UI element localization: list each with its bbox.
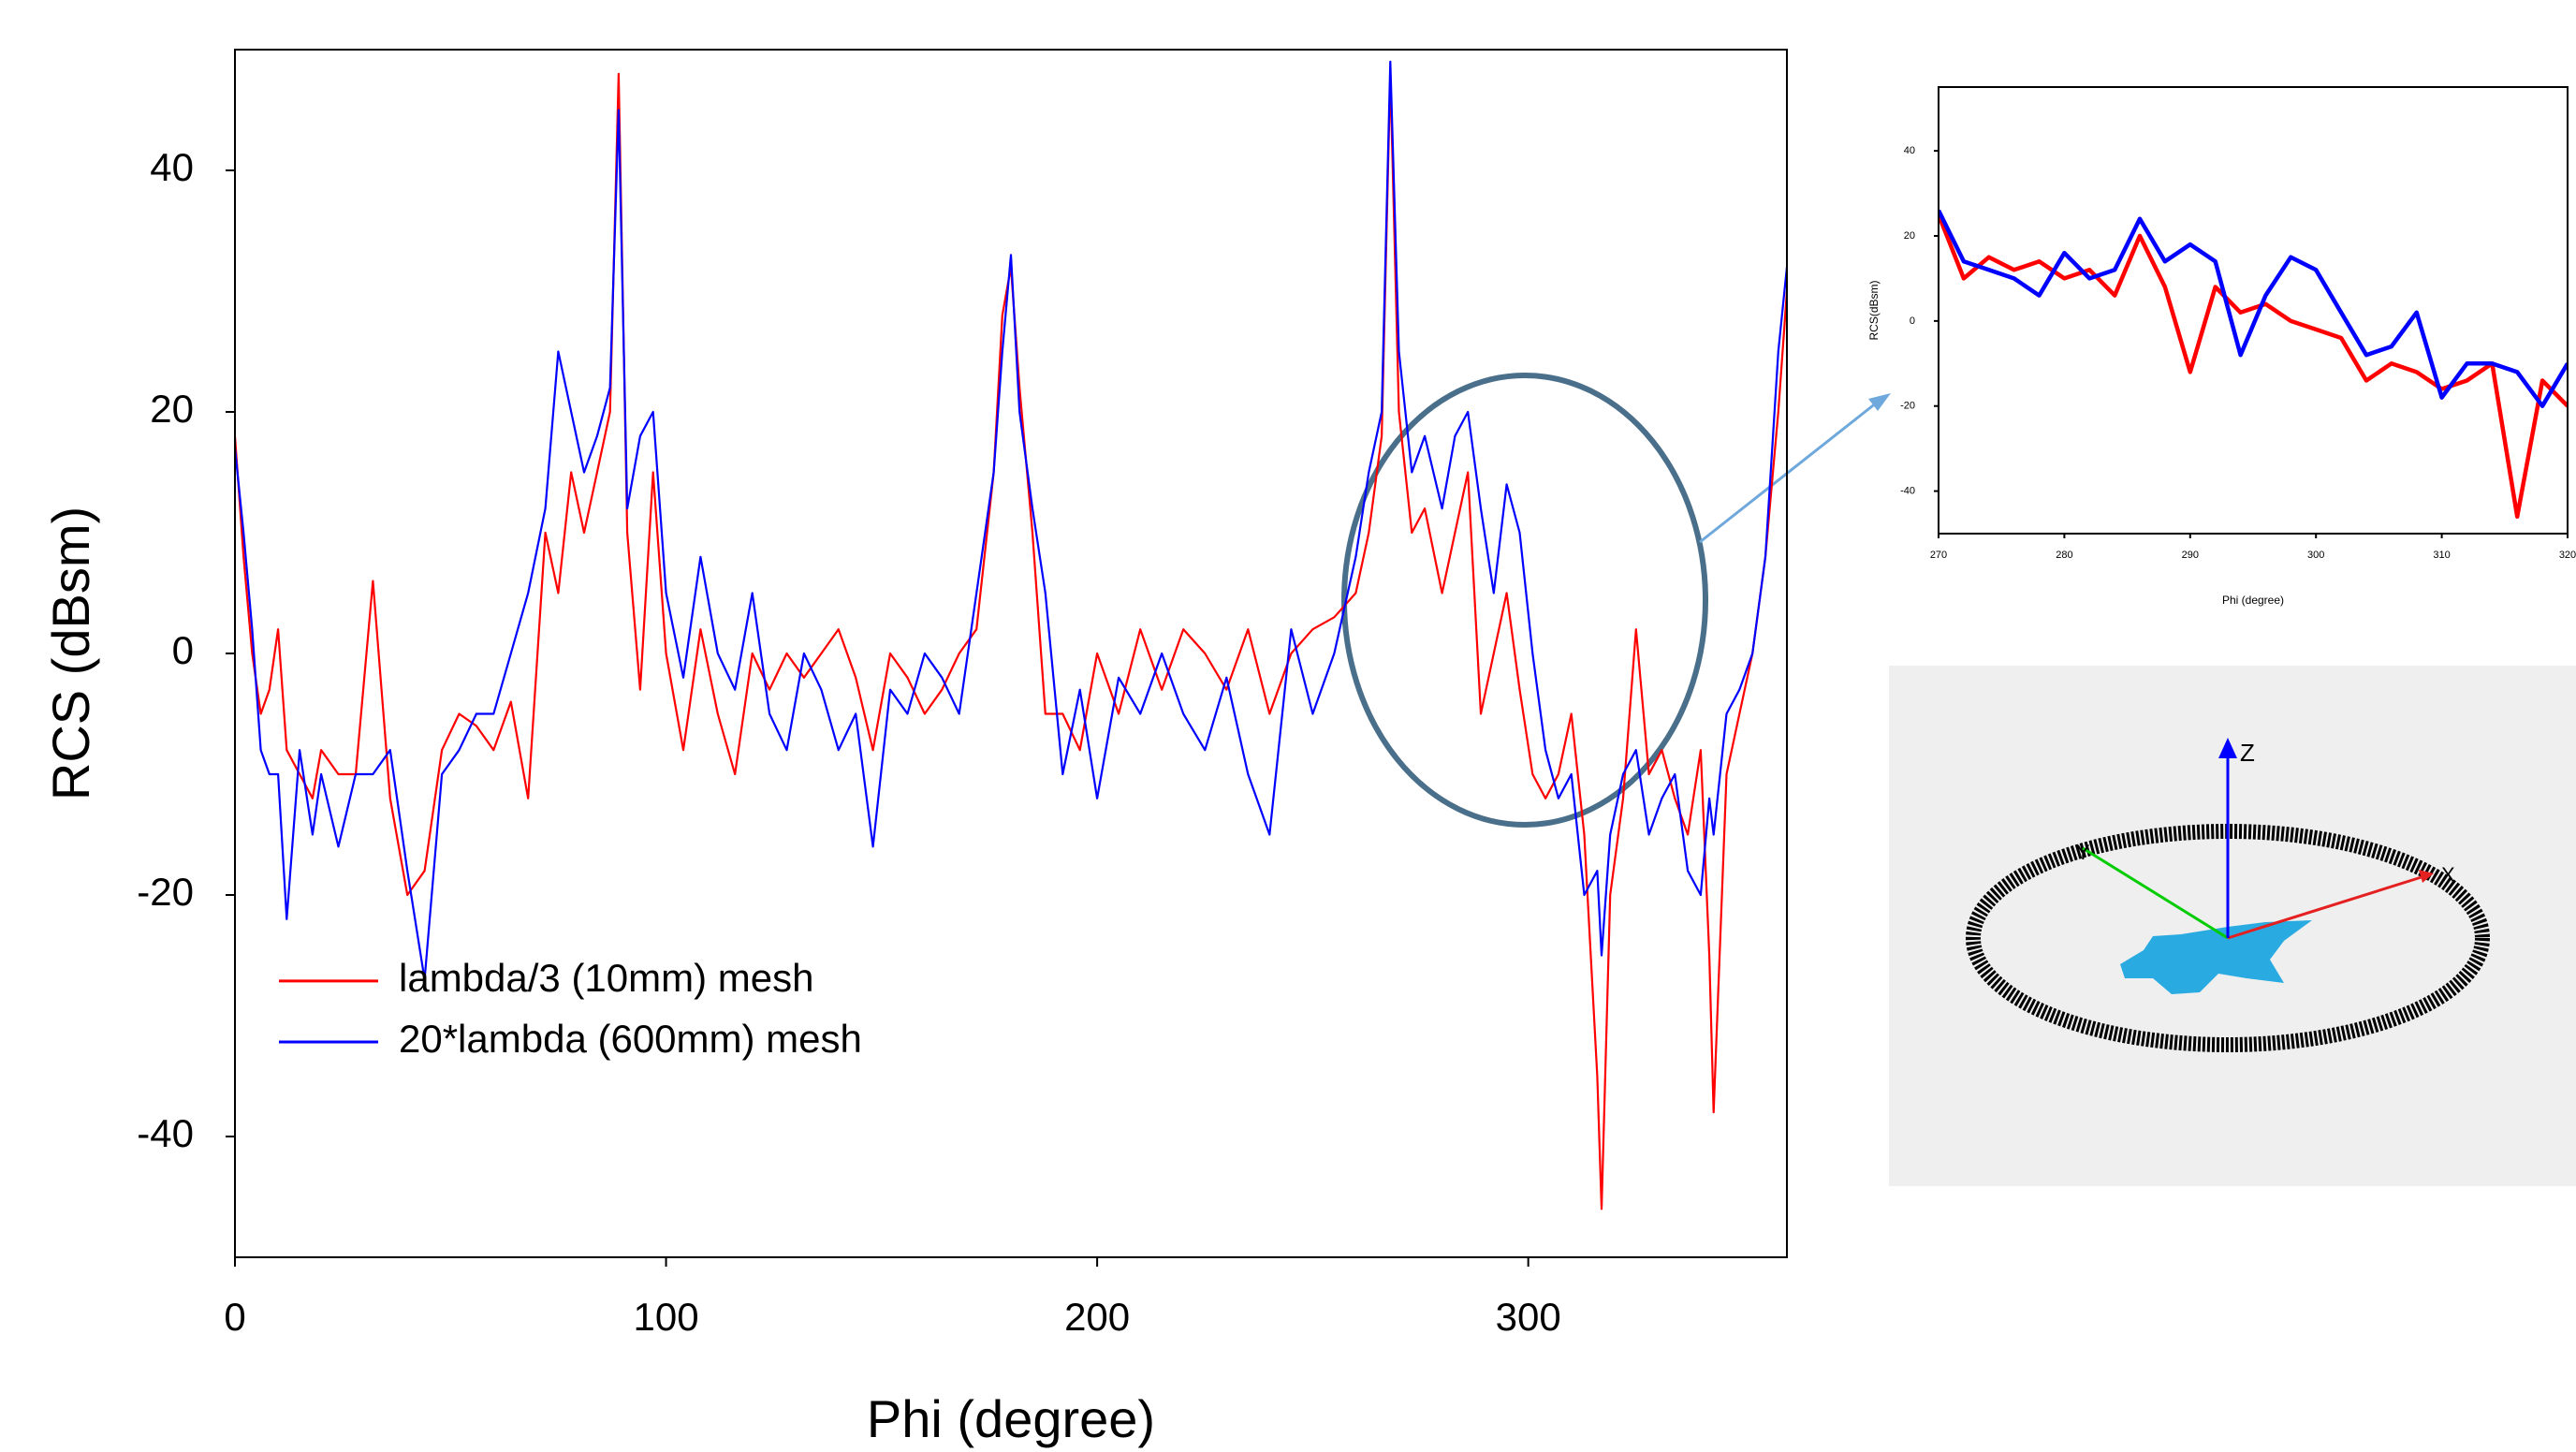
x-tick-label: 300 xyxy=(1496,1295,1561,1339)
aircraft xyxy=(2120,920,2312,994)
y-tick-label: 40 xyxy=(1904,145,1915,156)
x-tick-label: 320 xyxy=(2559,550,2576,561)
plot-frame xyxy=(234,49,1788,1258)
zoom-arrow xyxy=(1699,401,1878,544)
x-tick-label: 200 xyxy=(1064,1295,1130,1339)
y-tick-label: -40 xyxy=(1900,485,1915,496)
x-tick-label: 310 xyxy=(2433,550,2450,561)
chart: -40 -20 0 20 40 270 280 290 300 310 320 Phi (degree… xyxy=(1867,86,2576,607)
x-axis-arrow xyxy=(2227,874,2425,940)
y-axis-arrow xyxy=(2082,846,2229,940)
y-tick-label: -20 xyxy=(1900,401,1915,412)
scene-3d: Z Y X xyxy=(1889,666,2576,1186)
y-tick-label: 0 xyxy=(172,628,194,672)
x-tick-label: 300 xyxy=(2307,550,2324,561)
y-tick-label: -20 xyxy=(137,870,194,914)
x-tick-label: 280 xyxy=(2056,550,2072,561)
legend-label: lambda/3 (10mm) mesh xyxy=(399,956,813,1000)
x-tick-label: 290 xyxy=(2182,550,2199,561)
y-tick-label: 40 xyxy=(150,145,194,189)
x-tick-label: 0 xyxy=(224,1295,245,1339)
y-axis-title: RCS(dBsm) xyxy=(1867,280,1881,340)
z-axis-head xyxy=(2218,738,2237,758)
x-axis-title: Phi (degree) xyxy=(867,1389,1155,1448)
series-line xyxy=(1939,213,2568,520)
x-tick-label: 100 xyxy=(634,1295,699,1339)
zoom-circle xyxy=(1341,373,1708,828)
zoom-arrow-head xyxy=(1868,393,1891,411)
x-axis-title: Phi (degree) xyxy=(2222,594,2284,607)
z-axis-label: Z xyxy=(2240,739,2255,767)
chart: -40 -20 0 20 40 0 100 200 300 Phi (degree) RCS (dB… xyxy=(41,49,1788,1448)
plot-frame xyxy=(1938,86,2569,535)
series-line xyxy=(235,60,1787,981)
y-tick-label: 20 xyxy=(1904,230,1915,242)
x-axis-head xyxy=(2419,870,2434,883)
y-tick-label: 20 xyxy=(150,387,194,431)
y-tick-label: -40 xyxy=(137,1111,194,1155)
y-axis-title: RCS (dBsm) xyxy=(41,506,100,800)
series-line xyxy=(1939,209,2568,408)
x-tick-label: 270 xyxy=(1930,550,1947,561)
legend-label: 20*lambda (600mm) mesh xyxy=(399,1017,862,1061)
y-tick-label: 0 xyxy=(1910,315,1915,327)
x-axis-label: X xyxy=(2441,863,2455,887)
y-axis-label: Y xyxy=(2076,841,2090,864)
